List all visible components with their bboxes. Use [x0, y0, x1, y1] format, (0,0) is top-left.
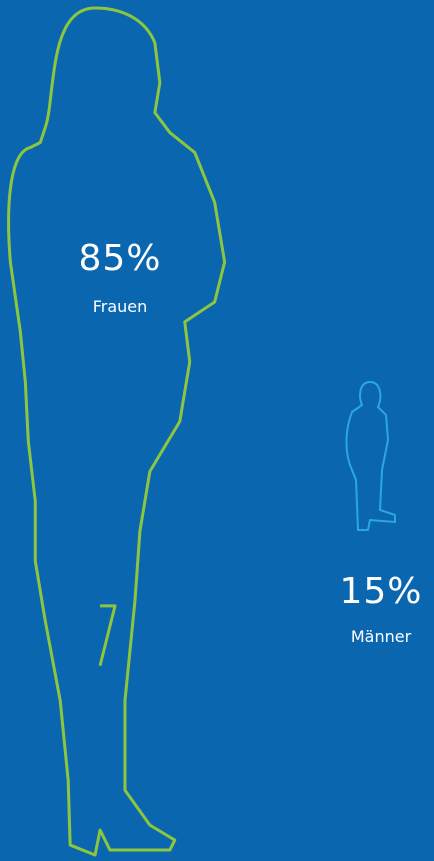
figure [345, 381, 396, 531]
silhouette [7, 6, 227, 857]
figure [7, 6, 227, 857]
value-label: 15% [339, 571, 422, 612]
category-label: Frauen [93, 297, 148, 316]
silhouette [345, 381, 396, 531]
value-label: 85% [78, 238, 161, 279]
category-label: Männer [351, 627, 412, 646]
